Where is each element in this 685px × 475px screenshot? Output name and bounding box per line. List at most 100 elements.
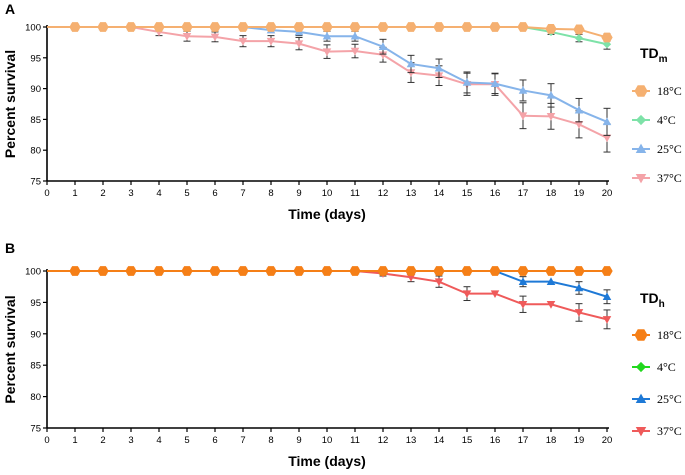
x-tick-label-a-1: 1: [72, 188, 77, 199]
x-axis-title-a: Time (days): [288, 206, 366, 222]
x-tick-label-b-4: 4: [156, 435, 161, 446]
data-point-b-18-c-day-6: [209, 266, 221, 276]
data-point-a-37-c-day-18: [546, 113, 556, 121]
x-tick-label-b-18: 18: [546, 435, 557, 446]
x-tick-label-a-10: 10: [322, 188, 333, 199]
data-point-a-37-c-day-10: [322, 48, 332, 57]
series-a-18-c: [47, 22, 613, 43]
data-point-a-18-c-day-18: [545, 23, 557, 34]
data-point-a-25-c-day-19: [574, 105, 584, 114]
data-point-b-18-c-day-4: [153, 266, 165, 276]
legend-label-a-37-c: 37°C: [657, 171, 682, 185]
data-point-b-37-c-day-15: [462, 290, 472, 299]
data-point-a-4-c-day-20: [602, 40, 612, 49]
legend-label-a-25-c: 25°C: [657, 142, 682, 156]
legend-swatch-marker: [635, 361, 647, 373]
series-b-37-c: [47, 267, 612, 330]
x-tick-label-a-6: 6: [212, 188, 217, 199]
data-point-a-18-c-day-3: [125, 22, 137, 32]
data-point-a-18-c-day-9: [293, 22, 305, 32]
data-point-b-37-c-day-18: [546, 301, 556, 309]
legend-title-subscript: m: [659, 54, 668, 65]
data-point-a-25-c-day-14: [434, 63, 444, 72]
x-tick-label-a-9: 9: [296, 188, 301, 199]
legend-swatch-marker: [635, 114, 647, 126]
x-tick-label-a-7: 7: [240, 188, 245, 199]
y-tick-label-a-80: 80: [30, 146, 41, 157]
x-tick-label-b-11: 11: [350, 435, 360, 446]
y-tick-label-a-85: 85: [30, 115, 41, 126]
data-point-b-18-c-day-19: [573, 266, 585, 276]
panel-a: A 0 1 2 3 4 5 6 7 8 9 10 11 12 13 14 15 16 17 18 19 20758085…: [2, 1, 682, 222]
data-point-b-18-c-day-11: [349, 266, 361, 276]
y-axis-title-a: Percent survival: [2, 50, 18, 158]
y-tick-label-b-90: 90: [30, 329, 41, 340]
data-point-b-18-c-day-9: [293, 266, 305, 276]
data-point-b-18-c-day-10: [321, 266, 333, 276]
data-point-b-18-c-day-16: [489, 266, 501, 276]
data-point-b-18-c-day-5: [181, 266, 193, 276]
data-point-b-37-c-day-19: [574, 309, 584, 317]
data-point-b-18-c-day-12: [377, 266, 389, 276]
x-tick-label-b-3: 3: [128, 435, 133, 446]
data-point-a-18-c-day-15: [461, 22, 473, 32]
x-tick-label-b-14: 14: [434, 435, 445, 446]
data-point-a-18-c-day-19: [573, 24, 585, 35]
data-point-b-37-c-day-16: [490, 290, 500, 299]
x-tick-label-a-8: 8: [268, 188, 273, 199]
legend-label-b-37-c: 37°C: [657, 424, 682, 438]
data-point-a-25-c-day-12: [378, 42, 388, 50]
x-tick-label-b-13: 13: [406, 435, 417, 446]
data-point-a-37-c-day-11: [350, 47, 360, 56]
data-point-b-18-c-day-2: [97, 266, 109, 276]
legend-label-a-18-c: 18°C: [657, 84, 682, 98]
y-tick-label-a-100: 100: [25, 23, 41, 34]
data-point-b-18-c-day-8: [265, 266, 277, 276]
x-tick-label-b-20: 20: [602, 435, 613, 446]
legend-a: TDm 18°C 4°C 25°C 37°C: [632, 45, 682, 185]
x-tick-label-a-12: 12: [378, 188, 389, 199]
legend-swatch-marker: [635, 143, 647, 154]
x-tick-label-a-3: 3: [128, 188, 133, 199]
x-tick-label-b-1: 1: [72, 435, 77, 446]
data-point-a-37-c-day-8: [266, 37, 276, 46]
legend-item-b-18-c: 18°C: [632, 328, 682, 342]
data-point-a-18-c-day-20: [601, 32, 613, 43]
series-b-18-c: [47, 266, 613, 276]
data-point-a-18-c-day-12: [377, 22, 389, 32]
data-point-a-25-c-day-13: [406, 59, 416, 68]
data-point-b-25-c-day-19: [574, 283, 584, 292]
data-point-a-25-c-day-11: [350, 31, 360, 40]
panel-b-label: B: [5, 240, 15, 256]
x-tick-label-a-15: 15: [462, 188, 473, 199]
data-point-a-37-c-day-5: [182, 32, 192, 41]
legend-item-a-4-c: 4°C: [632, 113, 676, 127]
x-tick-label-b-10: 10: [322, 435, 333, 446]
data-point-a-37-c-day-20: [602, 134, 612, 143]
panel-b: B 0 1 2 3 4 5 6 7 8 9 10 11 12 13 14 15 16 17 18 19 20758085…: [2, 240, 682, 469]
data-point-a-25-c-day-16: [490, 79, 500, 87]
x-tick-label-b-12: 12: [378, 435, 389, 446]
legend-swatch-marker: [635, 426, 647, 437]
legend-swatch-marker: [634, 329, 648, 341]
data-point-b-18-c-day-3: [125, 266, 137, 276]
data-point-b-25-c-day-18: [546, 277, 556, 285]
x-tick-label-b-16: 16: [490, 435, 501, 446]
data-point-b-18-c-day-13: [405, 266, 417, 276]
data-point-a-18-c-day-7: [237, 22, 249, 32]
y-tick-label-b-75: 75: [30, 424, 41, 435]
legend-item-a-25-c: 25°C: [632, 142, 682, 156]
data-point-a-25-c-day-18: [546, 90, 556, 99]
data-point-b-25-c-day-20: [602, 292, 612, 301]
x-tick-label-a-4: 4: [156, 188, 161, 199]
data-point-a-25-c-day-17: [518, 86, 528, 94]
legend-label-b-18-c: 18°C: [657, 328, 682, 342]
x-tick-label-b-8: 8: [268, 435, 273, 446]
legend-item-b-37-c: 37°C: [632, 424, 682, 438]
legend-item-b-4-c: 4°C: [632, 360, 676, 374]
x-tick-label-b-7: 7: [240, 435, 245, 446]
y-tick-label-a-95: 95: [30, 53, 41, 64]
x-axis-title-b: Time (days): [288, 453, 366, 469]
data-point-a-18-c-day-14: [433, 22, 445, 32]
